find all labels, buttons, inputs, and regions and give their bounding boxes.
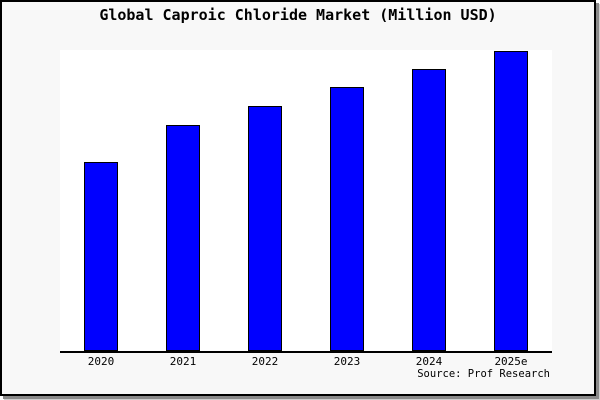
x-axis-labels: 2020 2021 2022 2023 2024 2025e xyxy=(60,355,552,368)
x-tick-label-2020: 2020 xyxy=(87,355,115,368)
bar-2020 xyxy=(84,162,118,351)
x-tick-label-2024: 2024 xyxy=(415,355,443,368)
bar-2022 xyxy=(248,106,282,351)
chart-title: Global Caproic Chloride Market (Million … xyxy=(99,6,497,24)
source-credit: Source: Prof Research xyxy=(417,368,550,380)
x-tick-label-2021: 2021 xyxy=(169,355,197,368)
x-tick-label-2022: 2022 xyxy=(251,355,279,368)
bar-2024 xyxy=(412,69,446,351)
bar-2023 xyxy=(330,87,364,351)
plot-area xyxy=(60,50,552,353)
x-tick-label-2023: 2023 xyxy=(333,355,361,368)
bar-2021 xyxy=(166,125,200,351)
bar-2025e xyxy=(494,51,528,351)
x-tick-label-2025e: 2025e xyxy=(494,355,528,368)
